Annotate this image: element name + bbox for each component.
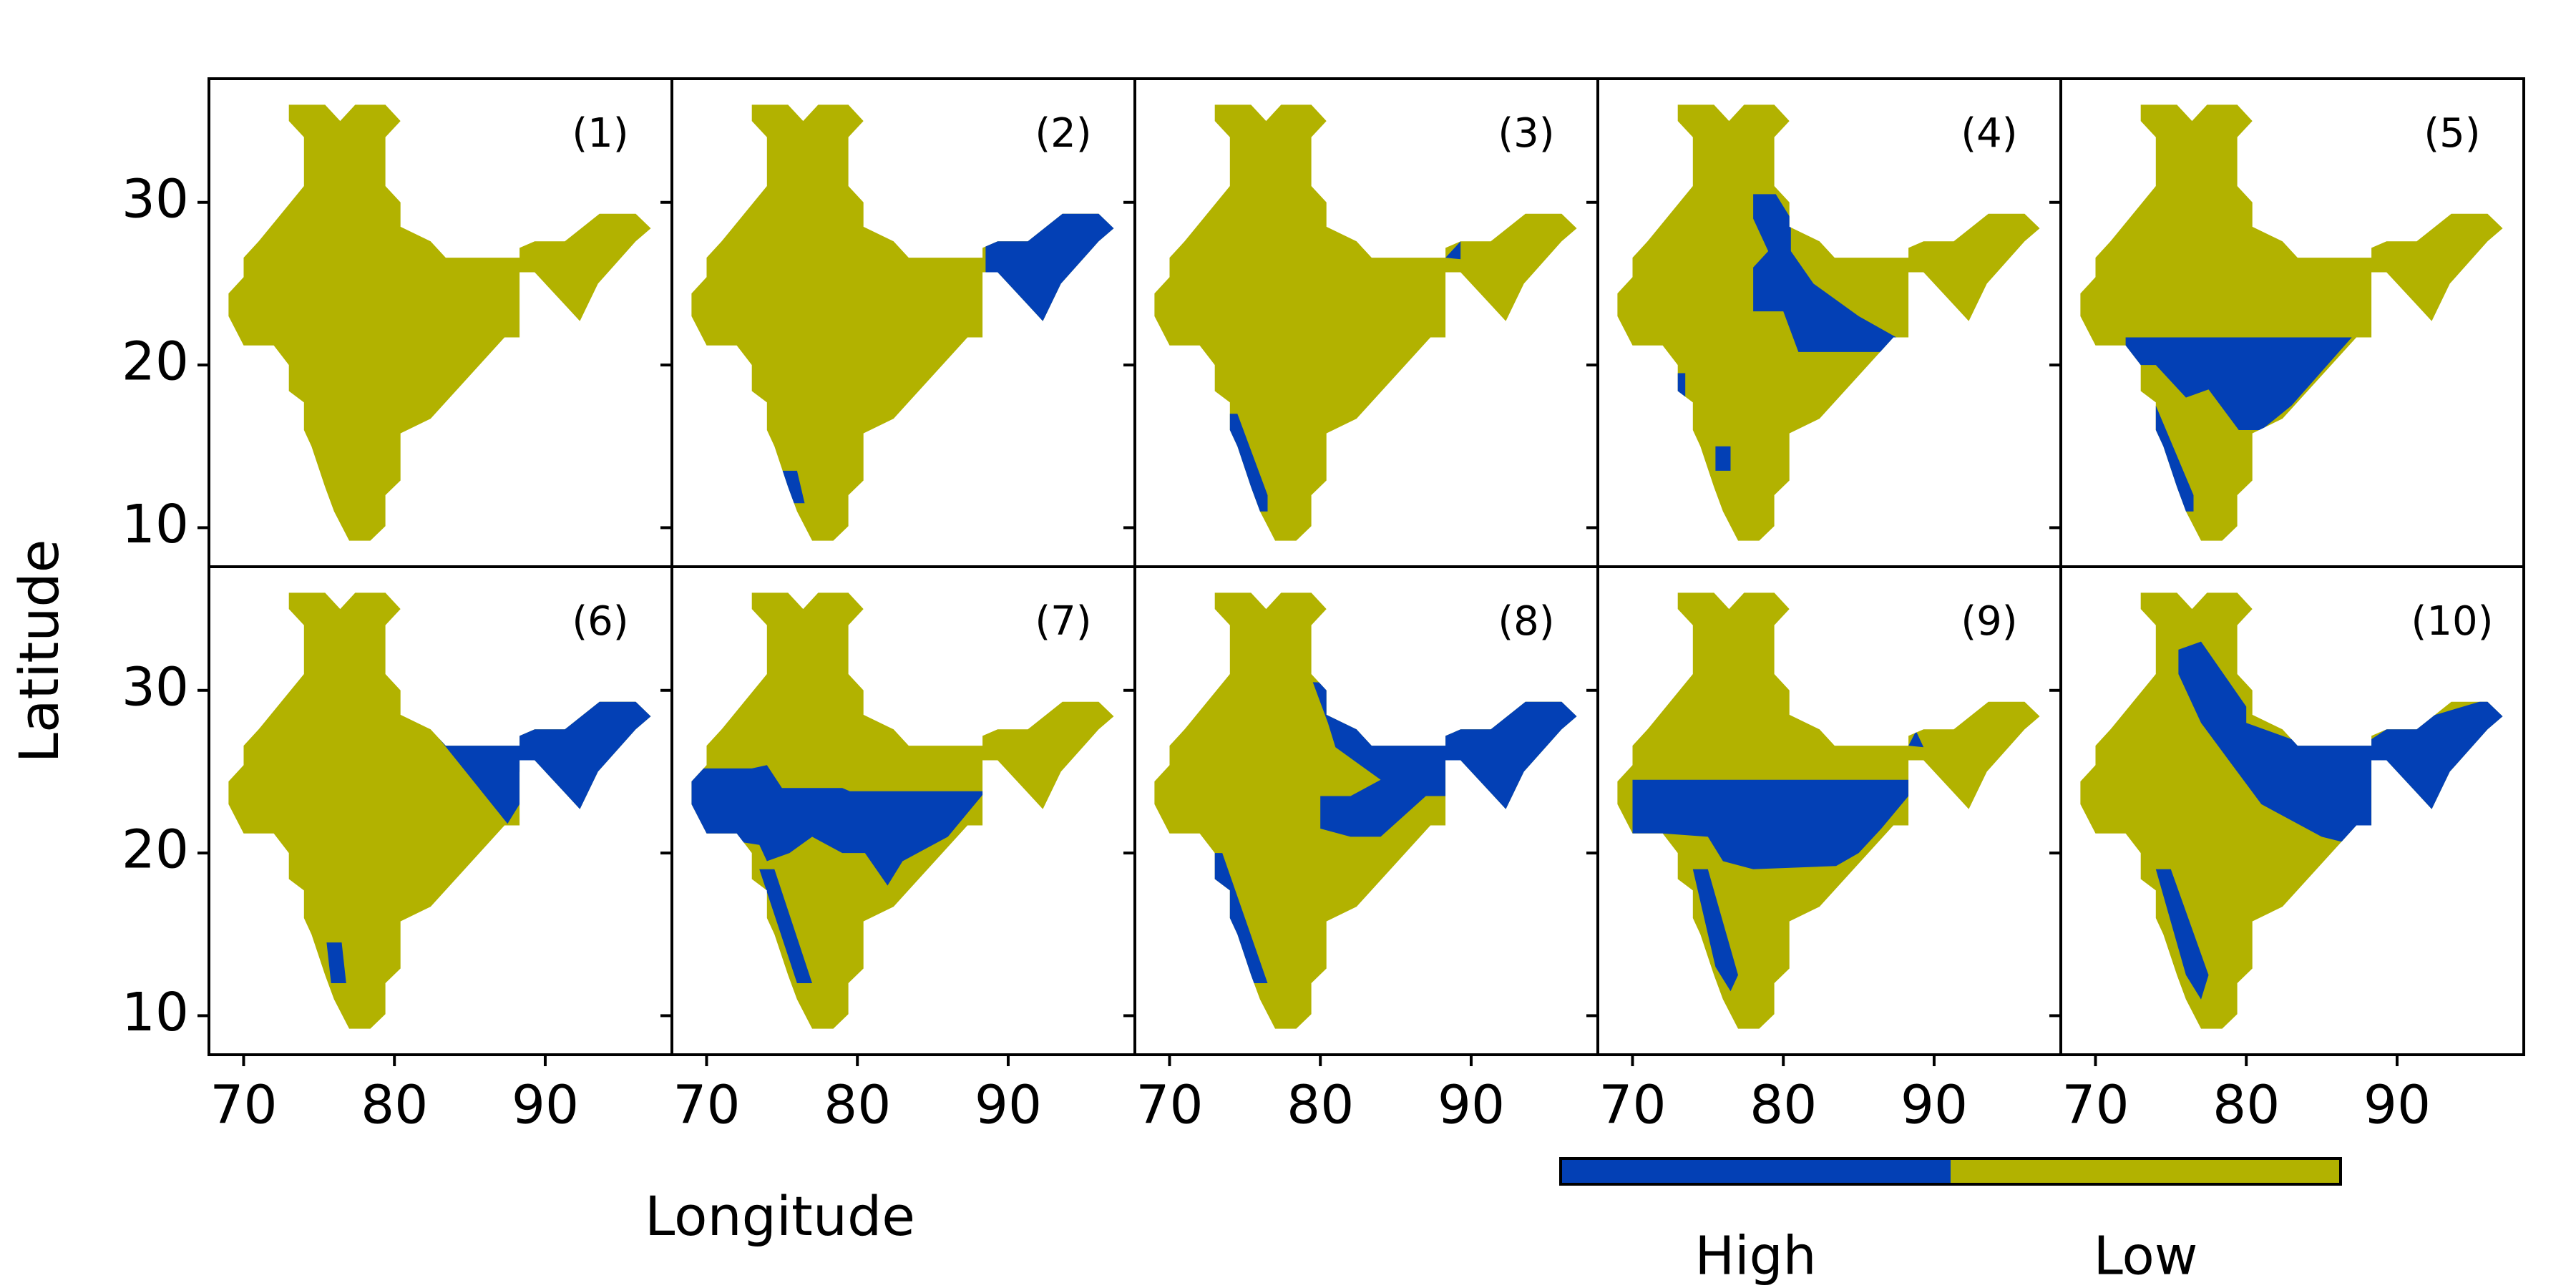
region-low [228, 592, 651, 1029]
x-tick-label: 90 [1901, 1075, 1968, 1136]
y-tick-label: 20 [122, 819, 189, 881]
panel-label: (10) [2411, 598, 2494, 645]
colorbar-label: High [1694, 1226, 1816, 1287]
x-tick-label: 70 [1599, 1075, 1666, 1136]
colorbar-swatch [1951, 1158, 2341, 1184]
x-tick-label: 80 [824, 1075, 891, 1136]
x-tick-label: 80 [1750, 1075, 1817, 1136]
colorbar-frame [1559, 1157, 2342, 1186]
region-high [985, 202, 1114, 366]
region-high [1692, 869, 1738, 992]
colorbar-label: Low [2094, 1226, 2198, 1287]
region-high [759, 869, 812, 983]
region-high [1753, 194, 1897, 352]
region-high [326, 942, 346, 983]
x-tick-label: 80 [361, 1075, 428, 1136]
x-tick-label: 90 [1438, 1075, 1505, 1136]
region-low [1154, 104, 1577, 541]
region-low [2080, 104, 2503, 541]
panel-label: (1) [572, 110, 628, 157]
y-tick-label: 30 [122, 656, 189, 718]
region-high [2125, 337, 2352, 430]
panel-label: (9) [1961, 598, 2017, 645]
x-tick-label: 70 [210, 1075, 277, 1136]
y-tick-label: 20 [122, 331, 189, 393]
y-tick-label: 30 [122, 168, 189, 230]
region-high [1632, 779, 1909, 869]
region-high [2178, 641, 2503, 854]
panel-label: (8) [1498, 598, 1554, 645]
x-tick-label: 80 [1287, 1075, 1354, 1136]
x-tick-label: 90 [512, 1075, 579, 1136]
panel-label: (2) [1035, 110, 1091, 157]
x-tick-label: 70 [2062, 1075, 2129, 1136]
panel-label: (5) [2424, 110, 2480, 157]
x-tick-label: 90 [975, 1075, 1042, 1136]
region-high [2155, 869, 2209, 1000]
x-tick-label: 80 [2212, 1075, 2280, 1136]
region-high [1662, 373, 1686, 398]
region-high [1445, 241, 1461, 260]
panel-label: (7) [1035, 598, 1091, 645]
panel-frame [2059, 565, 2525, 1056]
y-axis-label: Latitude [7, 540, 71, 763]
panel-label: (3) [1498, 110, 1554, 157]
region-high [691, 765, 986, 886]
y-tick-label: 10 [122, 982, 189, 1043]
x-axis-label: Longitude [645, 1184, 915, 1248]
region-low [691, 104, 1114, 541]
panel-label: (4) [1961, 110, 2017, 157]
region-high [1908, 731, 1924, 748]
panel-label: (6) [572, 598, 628, 645]
region-high [1715, 446, 1731, 471]
colorbar-swatch [1561, 1158, 1951, 1184]
x-tick-label: 70 [1136, 1075, 1203, 1136]
x-tick-label: 90 [2363, 1075, 2431, 1136]
region-high [781, 470, 805, 504]
region-low [228, 104, 651, 541]
y-tick-label: 10 [122, 494, 189, 555]
x-tick-label: 70 [673, 1075, 740, 1136]
